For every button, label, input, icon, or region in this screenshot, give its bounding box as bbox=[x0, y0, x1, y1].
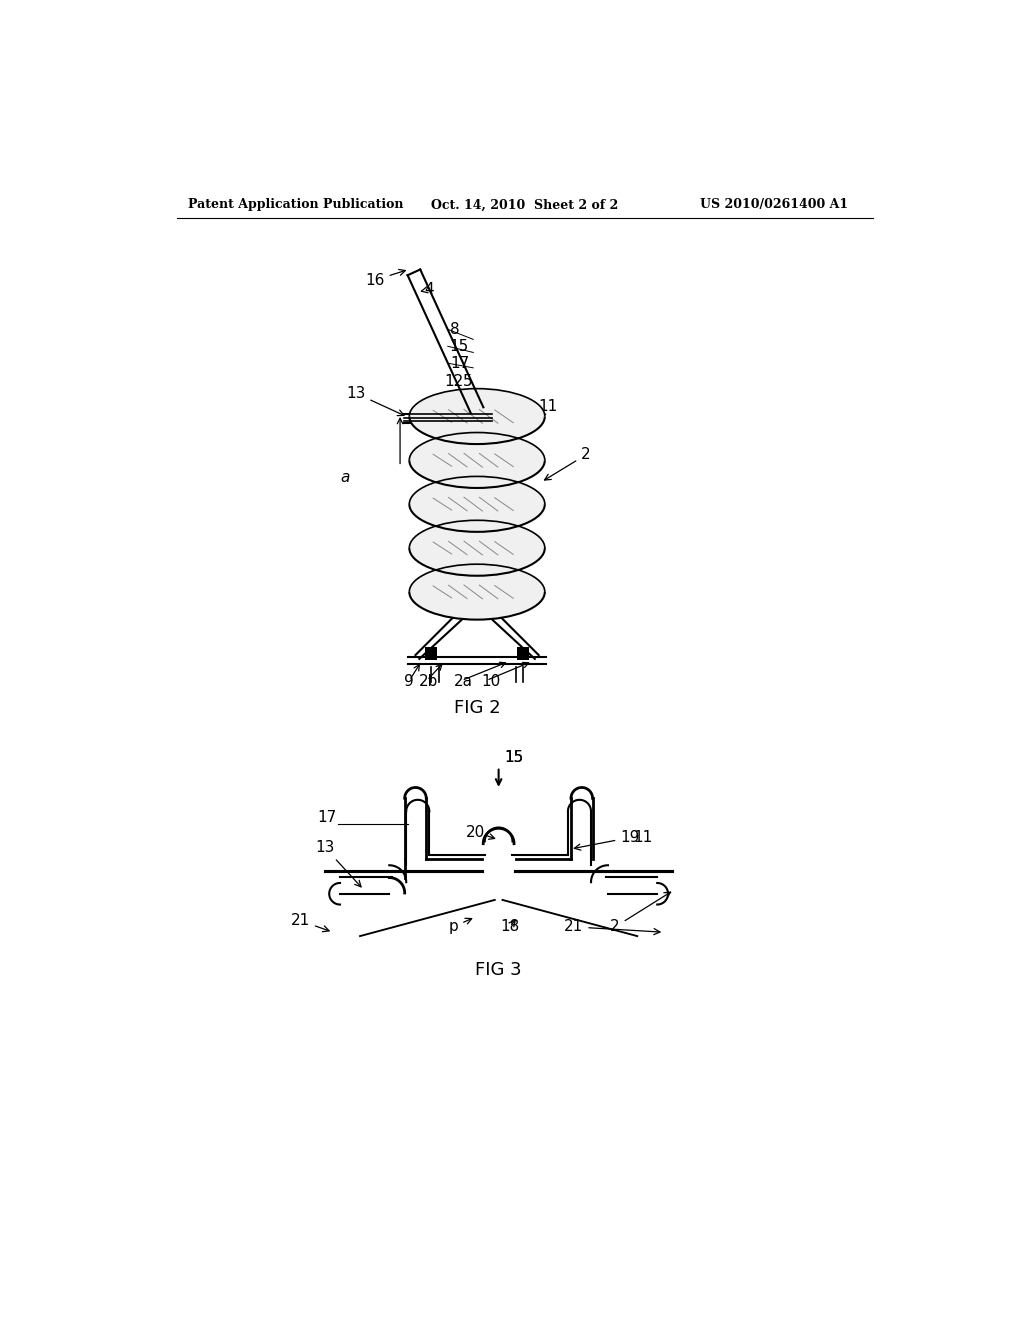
Ellipse shape bbox=[410, 520, 545, 576]
Text: 9: 9 bbox=[403, 675, 414, 689]
Text: 4: 4 bbox=[421, 281, 434, 297]
Text: 17: 17 bbox=[451, 355, 469, 371]
Text: 19: 19 bbox=[574, 830, 640, 850]
Ellipse shape bbox=[410, 388, 545, 444]
Text: 2b: 2b bbox=[419, 675, 438, 689]
Text: US 2010/0261400 A1: US 2010/0261400 A1 bbox=[700, 198, 849, 211]
Text: Patent Application Publication: Patent Application Publication bbox=[188, 198, 403, 211]
Ellipse shape bbox=[410, 564, 545, 619]
Text: 16: 16 bbox=[366, 269, 406, 288]
Text: 5: 5 bbox=[463, 374, 473, 389]
Text: 10: 10 bbox=[481, 675, 500, 689]
Text: 15: 15 bbox=[450, 339, 469, 354]
Text: 12: 12 bbox=[444, 374, 464, 389]
Ellipse shape bbox=[410, 477, 545, 532]
Text: 2a: 2a bbox=[454, 675, 473, 689]
Bar bbox=[517, 647, 529, 660]
Text: 11: 11 bbox=[539, 399, 558, 417]
Text: 13: 13 bbox=[346, 385, 403, 416]
Text: 13: 13 bbox=[315, 840, 361, 887]
Ellipse shape bbox=[410, 433, 545, 488]
Text: 11: 11 bbox=[634, 830, 652, 845]
Text: 15: 15 bbox=[505, 750, 524, 766]
Text: 15: 15 bbox=[505, 750, 524, 766]
Text: 2: 2 bbox=[610, 892, 671, 935]
Text: 2: 2 bbox=[545, 447, 591, 480]
Text: Oct. 14, 2010  Sheet 2 of 2: Oct. 14, 2010 Sheet 2 of 2 bbox=[431, 198, 618, 211]
Text: 18: 18 bbox=[500, 919, 519, 935]
Text: FIG 2: FIG 2 bbox=[454, 698, 501, 717]
Text: p: p bbox=[449, 919, 472, 935]
Text: a: a bbox=[340, 470, 349, 486]
Text: FIG 3: FIG 3 bbox=[475, 961, 522, 978]
Bar bbox=[425, 647, 437, 660]
Text: 20: 20 bbox=[466, 825, 485, 840]
Text: 21: 21 bbox=[564, 919, 660, 935]
Text: 21: 21 bbox=[291, 913, 329, 932]
Text: 8: 8 bbox=[451, 322, 460, 337]
Text: 17: 17 bbox=[317, 810, 337, 825]
